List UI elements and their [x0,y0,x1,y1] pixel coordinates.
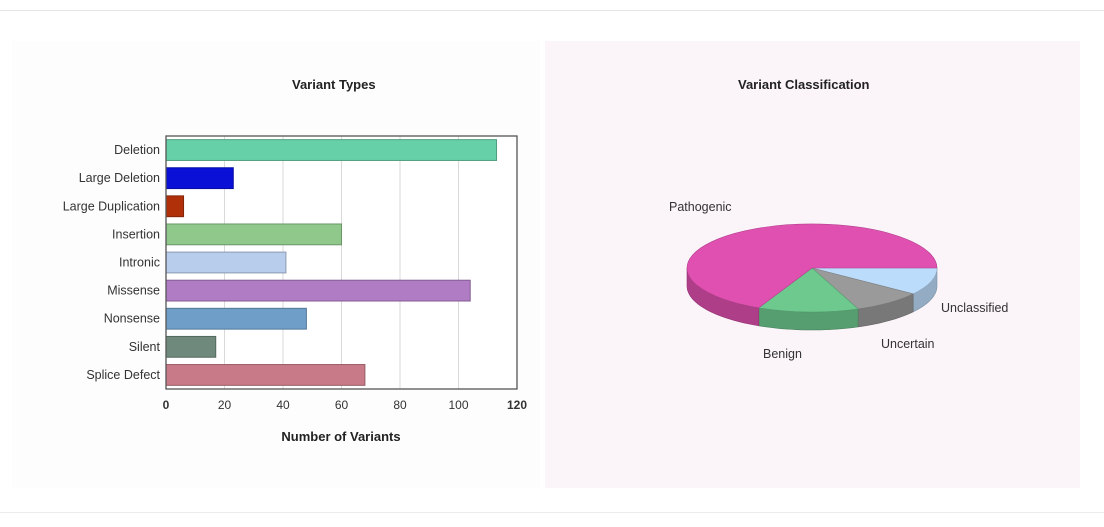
y-tick-label: Intronic [119,256,160,270]
bar-large-deletion [165,167,234,190]
pie-slice-benign [758,267,859,313]
bar-nonsense [165,307,307,330]
top-divider [0,10,1104,11]
bar-missense [165,279,471,302]
y-tick-label: Splice Defect [86,368,160,382]
x-tick-label: 0 [163,398,170,412]
y-tick-label: Deletion [114,143,160,157]
x-tick-label: 120 [507,398,527,412]
pie-label-unclassified: Unclassified [941,301,1008,315]
pie-chart-title: Variant Classification [738,77,870,92]
bottom-divider [0,512,1104,513]
x-tick-label: 40 [276,398,290,412]
x-tick-label: 20 [218,398,232,412]
y-tick-label: Insertion [112,227,160,241]
pie-label-benign: Benign [763,347,802,361]
pie-slice-pathogenic [686,223,938,309]
bar-insertion [165,223,342,246]
bar-large-duplication [165,195,185,218]
y-tick-label: Large Duplication [63,199,160,213]
variant-types-bar-chart: 0 20 40 60 80 100 120 Deletion Large Deletion Lar… [63,135,527,444]
x-tick-label: 100 [448,398,468,412]
y-tick-label: Missense [107,284,160,298]
bar-chart-title: Variant Types [292,77,376,92]
variant-classification-panel: Variant Classification Pathogenic Benign U… [545,41,1080,488]
x-tick-label: 80 [393,398,407,412]
y-tick-label: Silent [129,340,161,354]
y-tick-label: Nonsense [104,312,160,326]
bar-deletion [165,139,498,161]
pie-label-uncertain: Uncertain [881,337,935,351]
variant-types-panel: Variant Types 0 20 40 60 80 100 120 Deletion Lar… [12,41,540,488]
y-tick-label: Large Deletion [79,171,160,185]
pie-label-pathogenic: Pathogenic [669,200,732,214]
x-tick-label: 60 [335,398,349,412]
variant-classification-pie-chart: Pathogenic Benign Uncertain Unclassified [669,200,1008,361]
plot-frame [165,135,518,390]
pie-slice-unclassified [811,267,938,295]
x-axis-label: Number of Variants [281,429,400,444]
bar-splice-defect [165,364,366,386]
bar-intronic [165,251,287,274]
bar-silent [165,335,217,358]
